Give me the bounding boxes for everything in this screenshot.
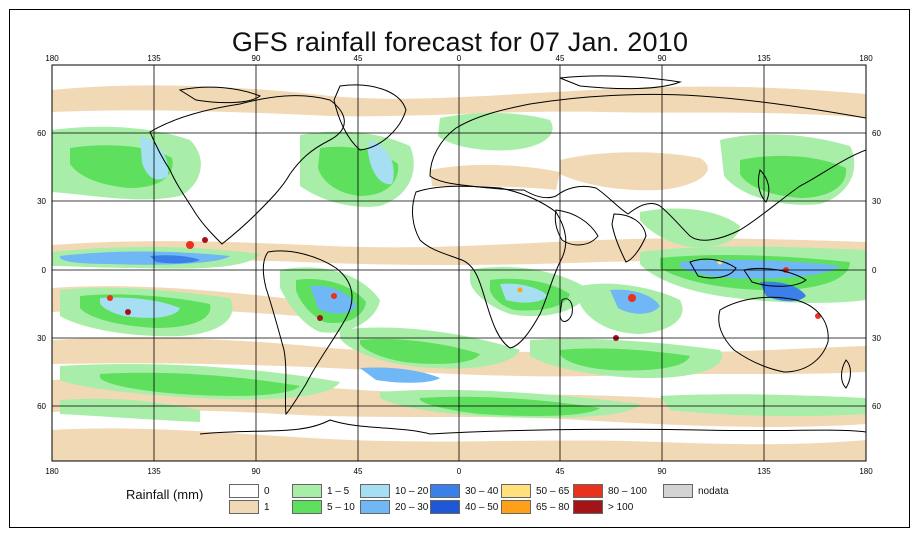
lon-tick: 45: [354, 467, 363, 476]
lon-tick: 135: [757, 467, 771, 476]
lat-tick: 60: [37, 129, 46, 138]
lon-tick: 180: [859, 54, 873, 63]
lon-tick: 90: [252, 54, 261, 63]
lon-ticks-bottom: 180 135 90 45 0 45 90 135 180: [45, 467, 873, 476]
lat-tick: 60: [37, 402, 46, 411]
lon-tick: 90: [658, 54, 667, 63]
lat-tick: 30: [37, 197, 46, 206]
lat-ticks-right: 60 30 0 30 60: [872, 129, 881, 411]
figure-frame: [9, 9, 910, 528]
lon-tick: 135: [757, 54, 771, 63]
lat-tick: 30: [37, 334, 46, 343]
lon-tick: 135: [147, 54, 161, 63]
lon-tick: 135: [147, 467, 161, 476]
lon-tick: 180: [45, 467, 59, 476]
lon-tick: 0: [457, 54, 462, 63]
map-border: [51, 64, 867, 462]
lat-tick: 0: [872, 266, 877, 275]
lon-tick: 45: [354, 54, 363, 63]
graticule: [52, 65, 866, 461]
lat-tick: 0: [42, 266, 47, 275]
lon-tick: 0: [457, 467, 462, 476]
rain-heavy-cells: [107, 237, 821, 341]
lon-tick: 90: [658, 467, 667, 476]
lon-tick: 180: [45, 54, 59, 63]
lon-tick: 180: [859, 467, 873, 476]
lon-tick: 45: [556, 467, 565, 476]
map-title: GFS rainfall forecast for 07 Jan. 2010: [231, 27, 689, 57]
lon-tick: 45: [556, 54, 565, 63]
lon-tick: 90: [252, 467, 261, 476]
lat-tick: 60: [872, 129, 881, 138]
lat-ticks-left: 60 30 0 30 60: [37, 129, 46, 411]
lat-tick: 30: [872, 334, 881, 343]
lat-tick: 30: [872, 197, 881, 206]
lat-tick: 60: [872, 402, 881, 411]
lon-ticks-top: 180 135 90 45 0 45 90 135 180: [45, 54, 873, 63]
coastlines: [149, 75, 866, 435]
